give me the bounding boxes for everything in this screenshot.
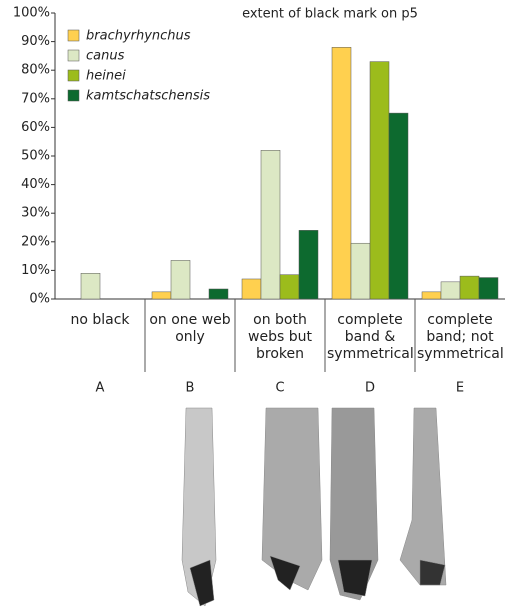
category-label: on one web only xyxy=(149,312,231,345)
category-label: on both webs but broken xyxy=(248,312,312,362)
feathers xyxy=(181,407,447,607)
bar xyxy=(459,275,480,300)
chart-title: extent of black mark on p5 xyxy=(242,7,418,22)
bar xyxy=(260,150,281,300)
bar xyxy=(369,61,390,300)
y-tick-label: 10% xyxy=(21,263,50,278)
group-letter: A xyxy=(96,381,105,396)
legend-label: kamtschatschensis xyxy=(86,89,210,104)
y-tick-label: 80% xyxy=(21,63,50,78)
bar xyxy=(151,291,172,300)
y-tick-label: 0% xyxy=(29,292,50,307)
group-letter: B xyxy=(186,381,195,396)
y-tick-label: 50% xyxy=(21,149,50,164)
bar xyxy=(208,288,229,300)
category-label: no black xyxy=(70,312,130,328)
bar xyxy=(478,277,499,300)
legend-label: heinei xyxy=(86,69,126,84)
y-tick-label: 100% xyxy=(13,6,50,21)
y-tick-label: 90% xyxy=(21,34,50,49)
bar xyxy=(350,242,371,300)
legend-swatch xyxy=(67,89,80,102)
category-label: complete band; not symmetrical xyxy=(417,312,504,362)
legend-label: brachyrhynchus xyxy=(86,29,191,44)
group-letter: C xyxy=(275,381,284,396)
y-tick-label: 70% xyxy=(21,91,50,106)
legend-swatch xyxy=(67,29,80,42)
legend-swatch xyxy=(67,69,80,82)
bar xyxy=(440,281,461,300)
bar xyxy=(298,230,319,300)
legend-swatch xyxy=(67,49,80,62)
bar xyxy=(170,260,191,300)
bar xyxy=(241,278,262,300)
bar xyxy=(279,274,300,300)
bar xyxy=(388,112,409,300)
y-tick-label: 20% xyxy=(21,234,50,249)
y-tick-label: 60% xyxy=(21,120,50,135)
y-tick-label: 40% xyxy=(21,177,50,192)
group-letter: E xyxy=(456,381,464,396)
group-letter: D xyxy=(365,381,375,396)
legend-label: canus xyxy=(86,49,125,64)
bar xyxy=(80,273,101,300)
category-label: complete band & symmetrical xyxy=(327,312,414,362)
bar xyxy=(331,47,352,300)
y-tick-label: 30% xyxy=(21,206,50,221)
bar xyxy=(421,291,442,300)
